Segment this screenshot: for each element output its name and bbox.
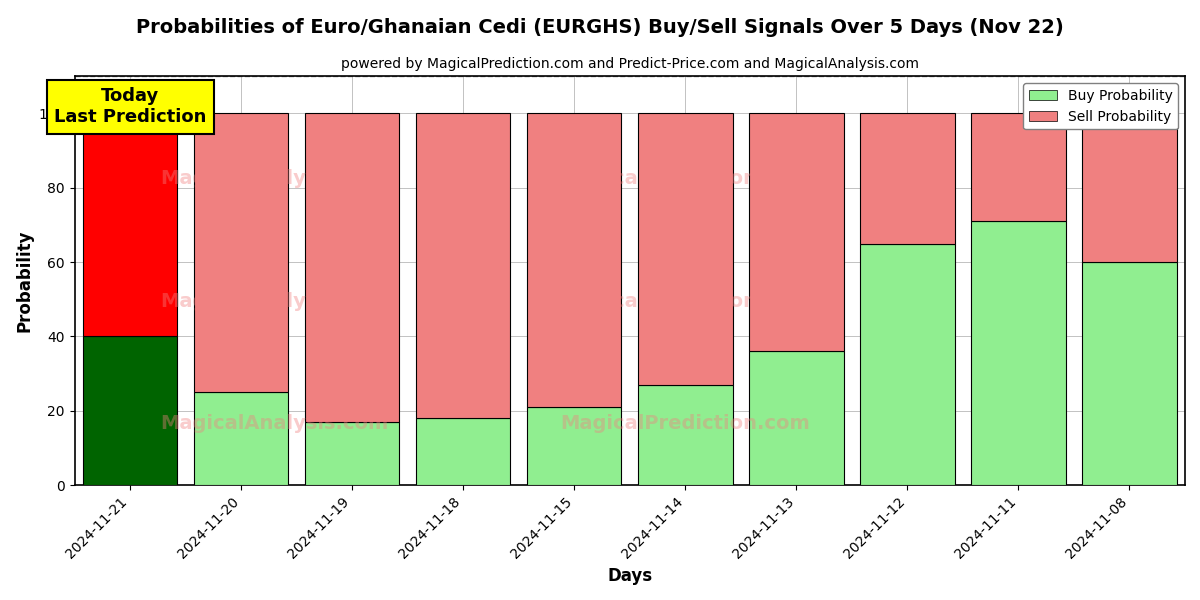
Text: MagicalPrediction.com: MagicalPrediction.com	[560, 414, 810, 433]
Text: MagicalPrediction.com: MagicalPrediction.com	[560, 169, 810, 188]
Bar	[638, 113, 732, 385]
Text: MagicalAnalysis.com: MagicalAnalysis.com	[161, 414, 389, 433]
Bar	[194, 113, 288, 392]
Text: Today
Last Prediction: Today Last Prediction	[54, 88, 206, 126]
Text: Probabilities of Euro/Ghanaian Cedi (EURGHS) Buy/Sell Signals Over 5 Days (Nov 2: Probabilities of Euro/Ghanaian Cedi (EUR…	[136, 18, 1064, 37]
Bar	[83, 113, 178, 337]
Bar	[527, 113, 622, 407]
Bar	[749, 352, 844, 485]
Bar	[305, 422, 400, 485]
Title: powered by MagicalPrediction.com and Predict-Price.com and MagicalAnalysis.com: powered by MagicalPrediction.com and Pre…	[341, 57, 919, 71]
Bar	[1082, 113, 1177, 262]
Bar	[194, 392, 288, 485]
Text: MagicalAnalysis.com: MagicalAnalysis.com	[161, 292, 389, 311]
Bar	[860, 244, 955, 485]
Bar	[416, 113, 510, 418]
Bar	[416, 418, 510, 485]
Legend: Buy Probability, Sell Probability: Buy Probability, Sell Probability	[1024, 83, 1178, 130]
Bar	[1082, 262, 1177, 485]
Text: MagicalPrediction.com: MagicalPrediction.com	[560, 292, 810, 311]
Bar	[749, 113, 844, 352]
Text: MagicalAnalysis.com: MagicalAnalysis.com	[161, 169, 389, 188]
Bar	[83, 337, 178, 485]
Bar	[971, 221, 1066, 485]
Bar	[638, 385, 732, 485]
Bar	[305, 113, 400, 422]
Bar	[527, 407, 622, 485]
X-axis label: Days: Days	[607, 567, 653, 585]
Y-axis label: Probability: Probability	[16, 229, 34, 332]
Bar	[860, 113, 955, 244]
Bar	[971, 113, 1066, 221]
